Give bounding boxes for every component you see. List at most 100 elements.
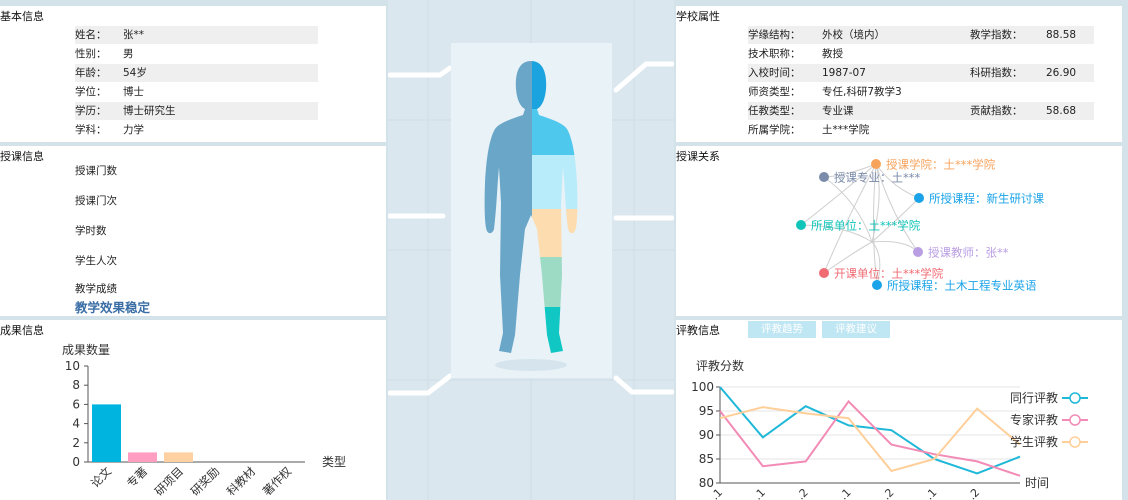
basic-info-row: 学科： 力学	[75, 121, 318, 139]
legend-marker	[1069, 436, 1081, 448]
field-value: 外校（境内）	[822, 29, 885, 41]
relation-edge	[800, 224, 873, 243]
x-axis-title: 时间	[1025, 476, 1049, 490]
legend-label[interactable]: 学生评教	[1010, 434, 1058, 449]
teaching-score-label: 教学成绩	[75, 283, 117, 295]
school-attr-row: 所属学院： 土***学院	[748, 121, 1094, 139]
x-tick-label: ...1	[918, 486, 940, 500]
relation-node[interactable]	[872, 280, 882, 290]
index-value: 26.90	[1046, 67, 1077, 79]
field-value: 54岁	[123, 67, 147, 79]
relation-node-label: 授课学院：土***学院	[886, 158, 996, 172]
school-attrs-title: 学校属性	[676, 10, 720, 23]
index-label: 贡献指数：	[970, 105, 1023, 117]
legend-label[interactable]: 同行评教	[1010, 390, 1058, 405]
x-tick-label: 著作权	[260, 464, 295, 499]
y-tick-label: 85	[699, 452, 714, 466]
basic-info-panel: 基本信息 姓名： 张** 性别： 男年龄： 54岁 学位： 博士 学历： 博士研究生 学科： 力学	[0, 6, 386, 142]
achievement-info-title: 成果信息	[0, 324, 44, 337]
y-tick-label: 100	[691, 380, 714, 394]
x-tick-label: 科教材	[224, 464, 259, 499]
teaching-relation-panel: 授课关系 授课学院：土***学院 授课专业：土*** 所授课程：新生研讨课 所属单位：…	[676, 146, 1122, 316]
series-line	[719, 386, 1021, 475]
relation-edge	[800, 163, 877, 226]
bar	[164, 452, 193, 462]
x-tick-label: ...2	[875, 486, 897, 500]
achievement-info-panel: 成果信息 成果数量 0 2 4 6 8 10 论文 专著 研项目 研奖励 科教材 著作权 类型	[0, 320, 386, 500]
basic-info-row: 学位： 博士	[75, 83, 318, 101]
teaching-result-text: 教学效果稳定	[75, 300, 151, 315]
relation-edge	[875, 163, 919, 253]
x-tick-label: ...2	[961, 486, 983, 500]
school-attr-row: 技术职称： 教授	[748, 45, 1094, 63]
school-attrs-panel: 学校属性 学缘结构： 外校（境内） 教学指数： 88.58 技术职称： 教授 入校时间： 19…	[676, 6, 1122, 142]
avatar-figure-panel	[451, 43, 612, 378]
field-label: 学缘结构：	[748, 29, 801, 41]
relation-node-label: 授课教师：张**	[928, 246, 1009, 260]
field-value: 1987-07	[822, 67, 866, 79]
basic-info-row: 姓名： 张**	[75, 26, 318, 44]
tab-evaluation-suggestions[interactable]: 评教建议	[822, 321, 890, 338]
y-tick-label: 80	[699, 476, 714, 490]
relation-node-label: 所属单位：土***学院	[811, 219, 921, 233]
person-silhouette-icon	[484, 61, 578, 371]
y-tick-label: 6	[72, 397, 80, 411]
x-tick-label: 专著	[124, 464, 150, 490]
school-attr-row: 师资类型： 专任,科研7教学3	[748, 83, 1094, 101]
course-count-label: 授课门数	[75, 165, 117, 177]
y-axis-title: 评教分数	[696, 358, 744, 373]
student-count-label: 学生人次	[75, 255, 117, 267]
y-tick-label: 90	[699, 428, 714, 442]
x-tick-label: 论文	[88, 464, 115, 491]
teaching-info-panel: 授课信息 授课门数 授课门次 学时数 学生人次 教学成绩 教学效果稳定	[0, 146, 386, 316]
x-axis-title: 类型	[322, 455, 346, 469]
relation-node[interactable]	[819, 268, 829, 278]
field-value: 专业课	[822, 105, 854, 117]
field-label: 入校时间：	[748, 67, 801, 79]
tab-evaluation-trend[interactable]: 评教趋势	[748, 321, 816, 338]
series-line	[719, 399, 1021, 477]
field-label: 姓名：	[75, 29, 107, 41]
index-label: 科研指数：	[970, 67, 1023, 79]
relation-edge	[823, 241, 873, 274]
relation-node[interactable]	[871, 159, 881, 169]
y-tick-label: 4	[72, 417, 80, 431]
relation-node-label: 所授课程：新生研讨课	[929, 192, 1044, 206]
x-tick-label: 研奖励	[188, 464, 222, 498]
field-value: 男	[123, 48, 134, 60]
relation-node[interactable]	[913, 247, 923, 257]
field-label: 年龄：	[75, 67, 107, 79]
legend-marker	[1069, 414, 1081, 426]
field-value: 土***学院	[822, 124, 870, 136]
relation-node[interactable]	[819, 172, 829, 182]
field-value: 博士	[123, 86, 144, 98]
relation-edge	[823, 163, 877, 274]
school-attr-row: 学缘结构： 外校（境内） 教学指数： 88.58	[748, 26, 1094, 44]
y-tick-label: 2	[72, 436, 80, 450]
relation-node[interactable]	[796, 220, 806, 230]
legend-label[interactable]: 专家评教	[1010, 412, 1058, 427]
x-tick-label: 研项目	[152, 464, 186, 498]
bar	[92, 404, 121, 462]
y-tick-label: 10	[65, 359, 80, 373]
field-label: 学位：	[75, 86, 107, 98]
x-tick-label: ...1	[832, 486, 854, 500]
field-value: 力学	[123, 124, 144, 136]
x-tick-label: ...2	[789, 486, 811, 500]
basic-info-row: 性别： 男	[75, 45, 318, 63]
field-label: 学历：	[75, 105, 107, 117]
relation-node-label: 所授课程：土木工程专业英语	[887, 279, 1037, 293]
class-hours-label: 学时数	[75, 225, 107, 237]
field-label: 任教类型：	[748, 105, 801, 117]
relation-edge	[823, 176, 873, 243]
relation-node[interactable]	[914, 193, 924, 203]
y-tick-label: 8	[72, 378, 80, 392]
evaluation-title: 评教信息	[676, 324, 720, 337]
relation-node-label: 开课单位：土***学院	[834, 267, 944, 281]
field-value: 教授	[822, 48, 843, 60]
relation-edge	[873, 163, 878, 286]
basic-info-row: 学历： 博士研究生	[75, 102, 318, 120]
course-sessions-label: 授课门次	[75, 195, 117, 207]
x-tick-label: ...1	[746, 486, 768, 500]
